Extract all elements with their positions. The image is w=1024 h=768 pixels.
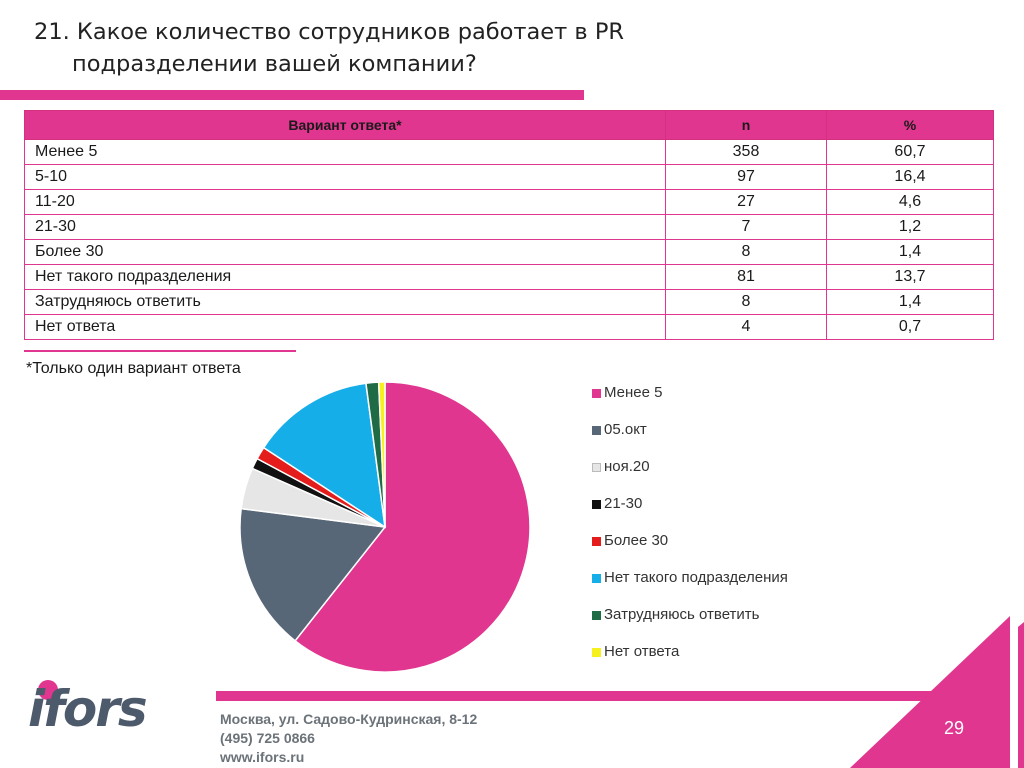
table-row: Нет такого подразделения 81 13,7 <box>24 264 994 290</box>
legend-swatch <box>592 536 601 546</box>
legend-label: 21-30 <box>604 495 643 512</box>
header-answer: Вариант ответа* <box>24 110 666 140</box>
legend-swatch <box>592 388 601 398</box>
legend-item: Нет такого подразделения <box>592 569 788 606</box>
footer-phone: (495) 725 0866 <box>220 730 315 746</box>
legend-swatch <box>592 499 601 509</box>
legend-swatch <box>592 573 601 583</box>
cell-n: 8 <box>665 239 827 265</box>
footer-rule <box>216 691 976 701</box>
legend-item: 21-30 <box>592 495 788 532</box>
cell-percent: 0,7 <box>826 314 994 340</box>
cell-n: 358 <box>665 139 827 165</box>
cell-answer: 5-10 <box>24 164 666 190</box>
cell-percent: 60,7 <box>826 139 994 165</box>
header-percent: % <box>826 110 994 140</box>
table-row: Менее 5 358 60,7 <box>24 139 994 165</box>
cell-n: 81 <box>665 264 827 290</box>
cell-answer: Менее 5 <box>24 139 666 165</box>
cell-percent: 1,4 <box>826 239 994 265</box>
legend-swatch <box>592 610 601 620</box>
legend-swatch <box>592 462 601 472</box>
legend-label: 05.окт <box>604 421 647 438</box>
cell-answer: Затрудняюсь ответить <box>24 289 666 315</box>
cell-answer: Более 30 <box>24 239 666 265</box>
page-number: 29 <box>944 718 965 738</box>
cell-percent: 1,4 <box>826 289 994 315</box>
legend-item: Менее 5 <box>592 384 788 421</box>
logo-wordmark: ifors <box>28 680 148 738</box>
cell-percent: 13,7 <box>826 264 994 290</box>
table-row: Нет ответа 4 0,7 <box>24 314 994 340</box>
cell-answer: 11-20 <box>24 189 666 215</box>
pie-slice-0 <box>294 381 531 673</box>
legend-item: Более 30 <box>592 532 788 569</box>
legend-label: Затрудняюсь ответить <box>604 606 760 623</box>
legend-item: Нет ответа <box>592 643 788 680</box>
pie-slice-7 <box>377 381 386 528</box>
cell-answer: Нет ответа <box>24 314 666 340</box>
legend-label: ноя.20 <box>604 458 650 475</box>
title-underline <box>0 90 584 100</box>
cell-answer: Нет такого подразделения <box>24 264 666 290</box>
table-header-row: Вариант ответа* n % <box>24 110 994 140</box>
chart-legend: Менее 5 05.окт ноя.20 21-30 Более 30 Нет тако… <box>592 384 788 680</box>
logo-dot <box>38 680 58 700</box>
cell-answer: 21-30 <box>24 214 666 240</box>
footer-contacts: Москва, ул. Садово-Кудринская, 8-12 (495… <box>220 710 477 767</box>
legend-label: Менее 5 <box>604 384 663 401</box>
legend-item: Затрудняюсь ответить <box>592 606 788 643</box>
table-row: Затрудняюсь ответить 8 1,4 <box>24 289 994 315</box>
slide-title: 21. Какое количество сотрудников работае… <box>34 16 734 80</box>
legend-label: Нет такого подразделения <box>604 569 788 586</box>
results-table: Вариант ответа* n % Менее 5 358 60,7 5-1… <box>24 110 994 340</box>
cell-percent: 1,2 <box>826 214 994 240</box>
footer-website[interactable]: www.ifors.ru <box>220 749 305 765</box>
cell-n: 97 <box>665 164 827 190</box>
legend-swatch <box>592 647 601 657</box>
legend-swatch <box>592 425 601 435</box>
pie-slice-1 <box>239 507 387 642</box>
pie-slice-5 <box>262 382 386 529</box>
table-row: 11-20 27 4,6 <box>24 189 994 215</box>
table-row: 21-30 7 1,2 <box>24 214 994 240</box>
cell-percent: 16,4 <box>826 164 994 190</box>
title-line-1: 21. Какое количество сотрудников работае… <box>34 19 625 45</box>
footer-address: Москва, ул. Садово-Кудринская, 8-12 <box>220 711 478 727</box>
title-line-2: подразделении вашей компании? <box>72 51 477 77</box>
note-rule <box>24 350 296 352</box>
cell-n: 7 <box>665 214 827 240</box>
table-row: 5-10 97 16,4 <box>24 164 994 190</box>
cell-n: 27 <box>665 189 827 215</box>
legend-label: Более 30 <box>604 532 669 549</box>
legend-item: 05.окт <box>592 421 788 458</box>
footnote: *Только один вариант ответа <box>26 360 241 377</box>
pie-chart <box>239 381 531 673</box>
cell-n: 4 <box>665 314 827 340</box>
table-row: Более 30 8 1,4 <box>24 239 994 265</box>
results-table-wrap: Вариант ответа* n % Менее 5 358 60,7 5-1… <box>24 110 994 340</box>
cell-n: 8 <box>665 289 827 315</box>
legend-item: ноя.20 <box>592 458 788 495</box>
cell-percent: 4,6 <box>826 189 994 215</box>
legend-label: Нет ответа <box>604 643 680 660</box>
header-n: n <box>665 110 827 140</box>
